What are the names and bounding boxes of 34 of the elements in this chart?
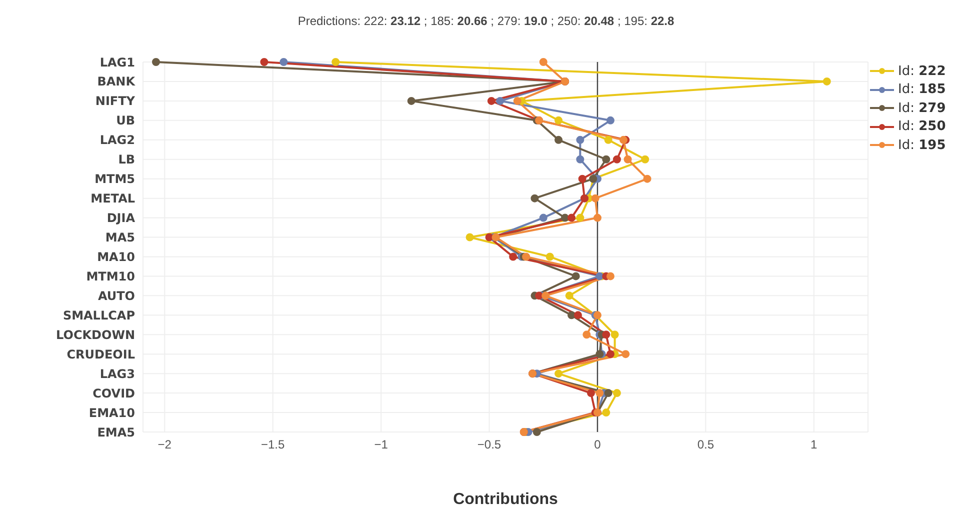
x-tick-label: −0.5	[477, 438, 502, 452]
y-tick-label: EMA10	[88, 406, 135, 420]
y-tick-label: DJIA	[106, 211, 136, 226]
y-tick-label: MTM5	[94, 172, 135, 186]
x-tick-label: −1.5	[261, 438, 286, 452]
y-tick-label: MTM10	[86, 269, 135, 284]
legend-label: Id: 222	[898, 64, 946, 79]
x-tick-label: 0.5	[697, 438, 714, 452]
y-tick-label: SMALLCAP	[62, 308, 136, 322]
x-axis-title: Contributions	[453, 491, 558, 508]
legend-label: Id: 195	[898, 138, 946, 153]
y-tick-label: NIFTY	[95, 94, 136, 108]
legend-label: Id: 250	[898, 119, 946, 134]
y-tick-label: CRUDEOIL	[66, 347, 136, 362]
y-tick-label: LOCKDOWN	[56, 328, 135, 342]
y-tick-label: BANK	[97, 74, 136, 89]
y-tick-label: LAG3	[100, 366, 135, 381]
x-tick-label: 0	[594, 438, 602, 452]
x-tick-label: −2	[158, 438, 172, 452]
y-tick-label: LB	[118, 152, 135, 167]
y-tick-label: LAG1	[100, 55, 135, 70]
y-tick-label: COVID	[92, 386, 136, 400]
chart-title: Predictions: 222: 23.12 ; 185: 20.66 ; 279: 19.0 ; 250: 20.48 ; 195: 22.8	[298, 14, 674, 28]
y-tick-label: MA5	[105, 230, 135, 245]
legend-label: Id: 279	[898, 100, 946, 116]
y-tick-label: LAG2	[100, 133, 135, 148]
y-tick-label: AUTO	[98, 288, 135, 303]
y-tick-label: UB	[116, 114, 135, 128]
x-tick-label: −1	[374, 438, 388, 452]
y-tick-label: METAL	[90, 192, 136, 206]
y-tick-label: EMA5	[97, 425, 135, 440]
legend-label: Id: 185	[898, 82, 946, 98]
y-tick-label: MA10	[97, 250, 135, 264]
x-tick-label: 1	[810, 438, 818, 452]
